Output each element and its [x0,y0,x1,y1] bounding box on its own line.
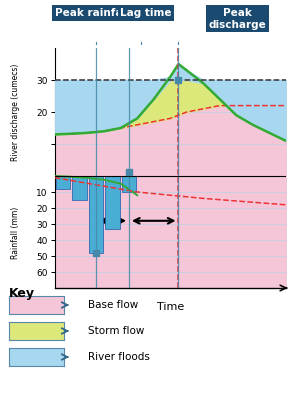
Text: Lag time: Lag time [120,8,172,18]
Text: Storm flow: Storm flow [88,326,144,336]
Text: Key: Key [9,287,35,300]
Text: Peak
discharge: Peak discharge [208,8,266,30]
Bar [122,176,136,192]
Text: Peak rainfall: Peak rainfall [55,8,130,18]
Text: River discharge (cumecs): River discharge (cumecs) [11,64,20,162]
Bar [105,176,120,229]
Text: Time: Time [157,302,184,312]
Bar [72,176,87,200]
Bar [88,176,103,253]
Text: River floods: River floods [88,352,150,362]
Text: Base flow: Base flow [88,300,138,310]
Text: Rainfall (mm): Rainfall (mm) [11,207,20,259]
Bar [56,176,71,189]
